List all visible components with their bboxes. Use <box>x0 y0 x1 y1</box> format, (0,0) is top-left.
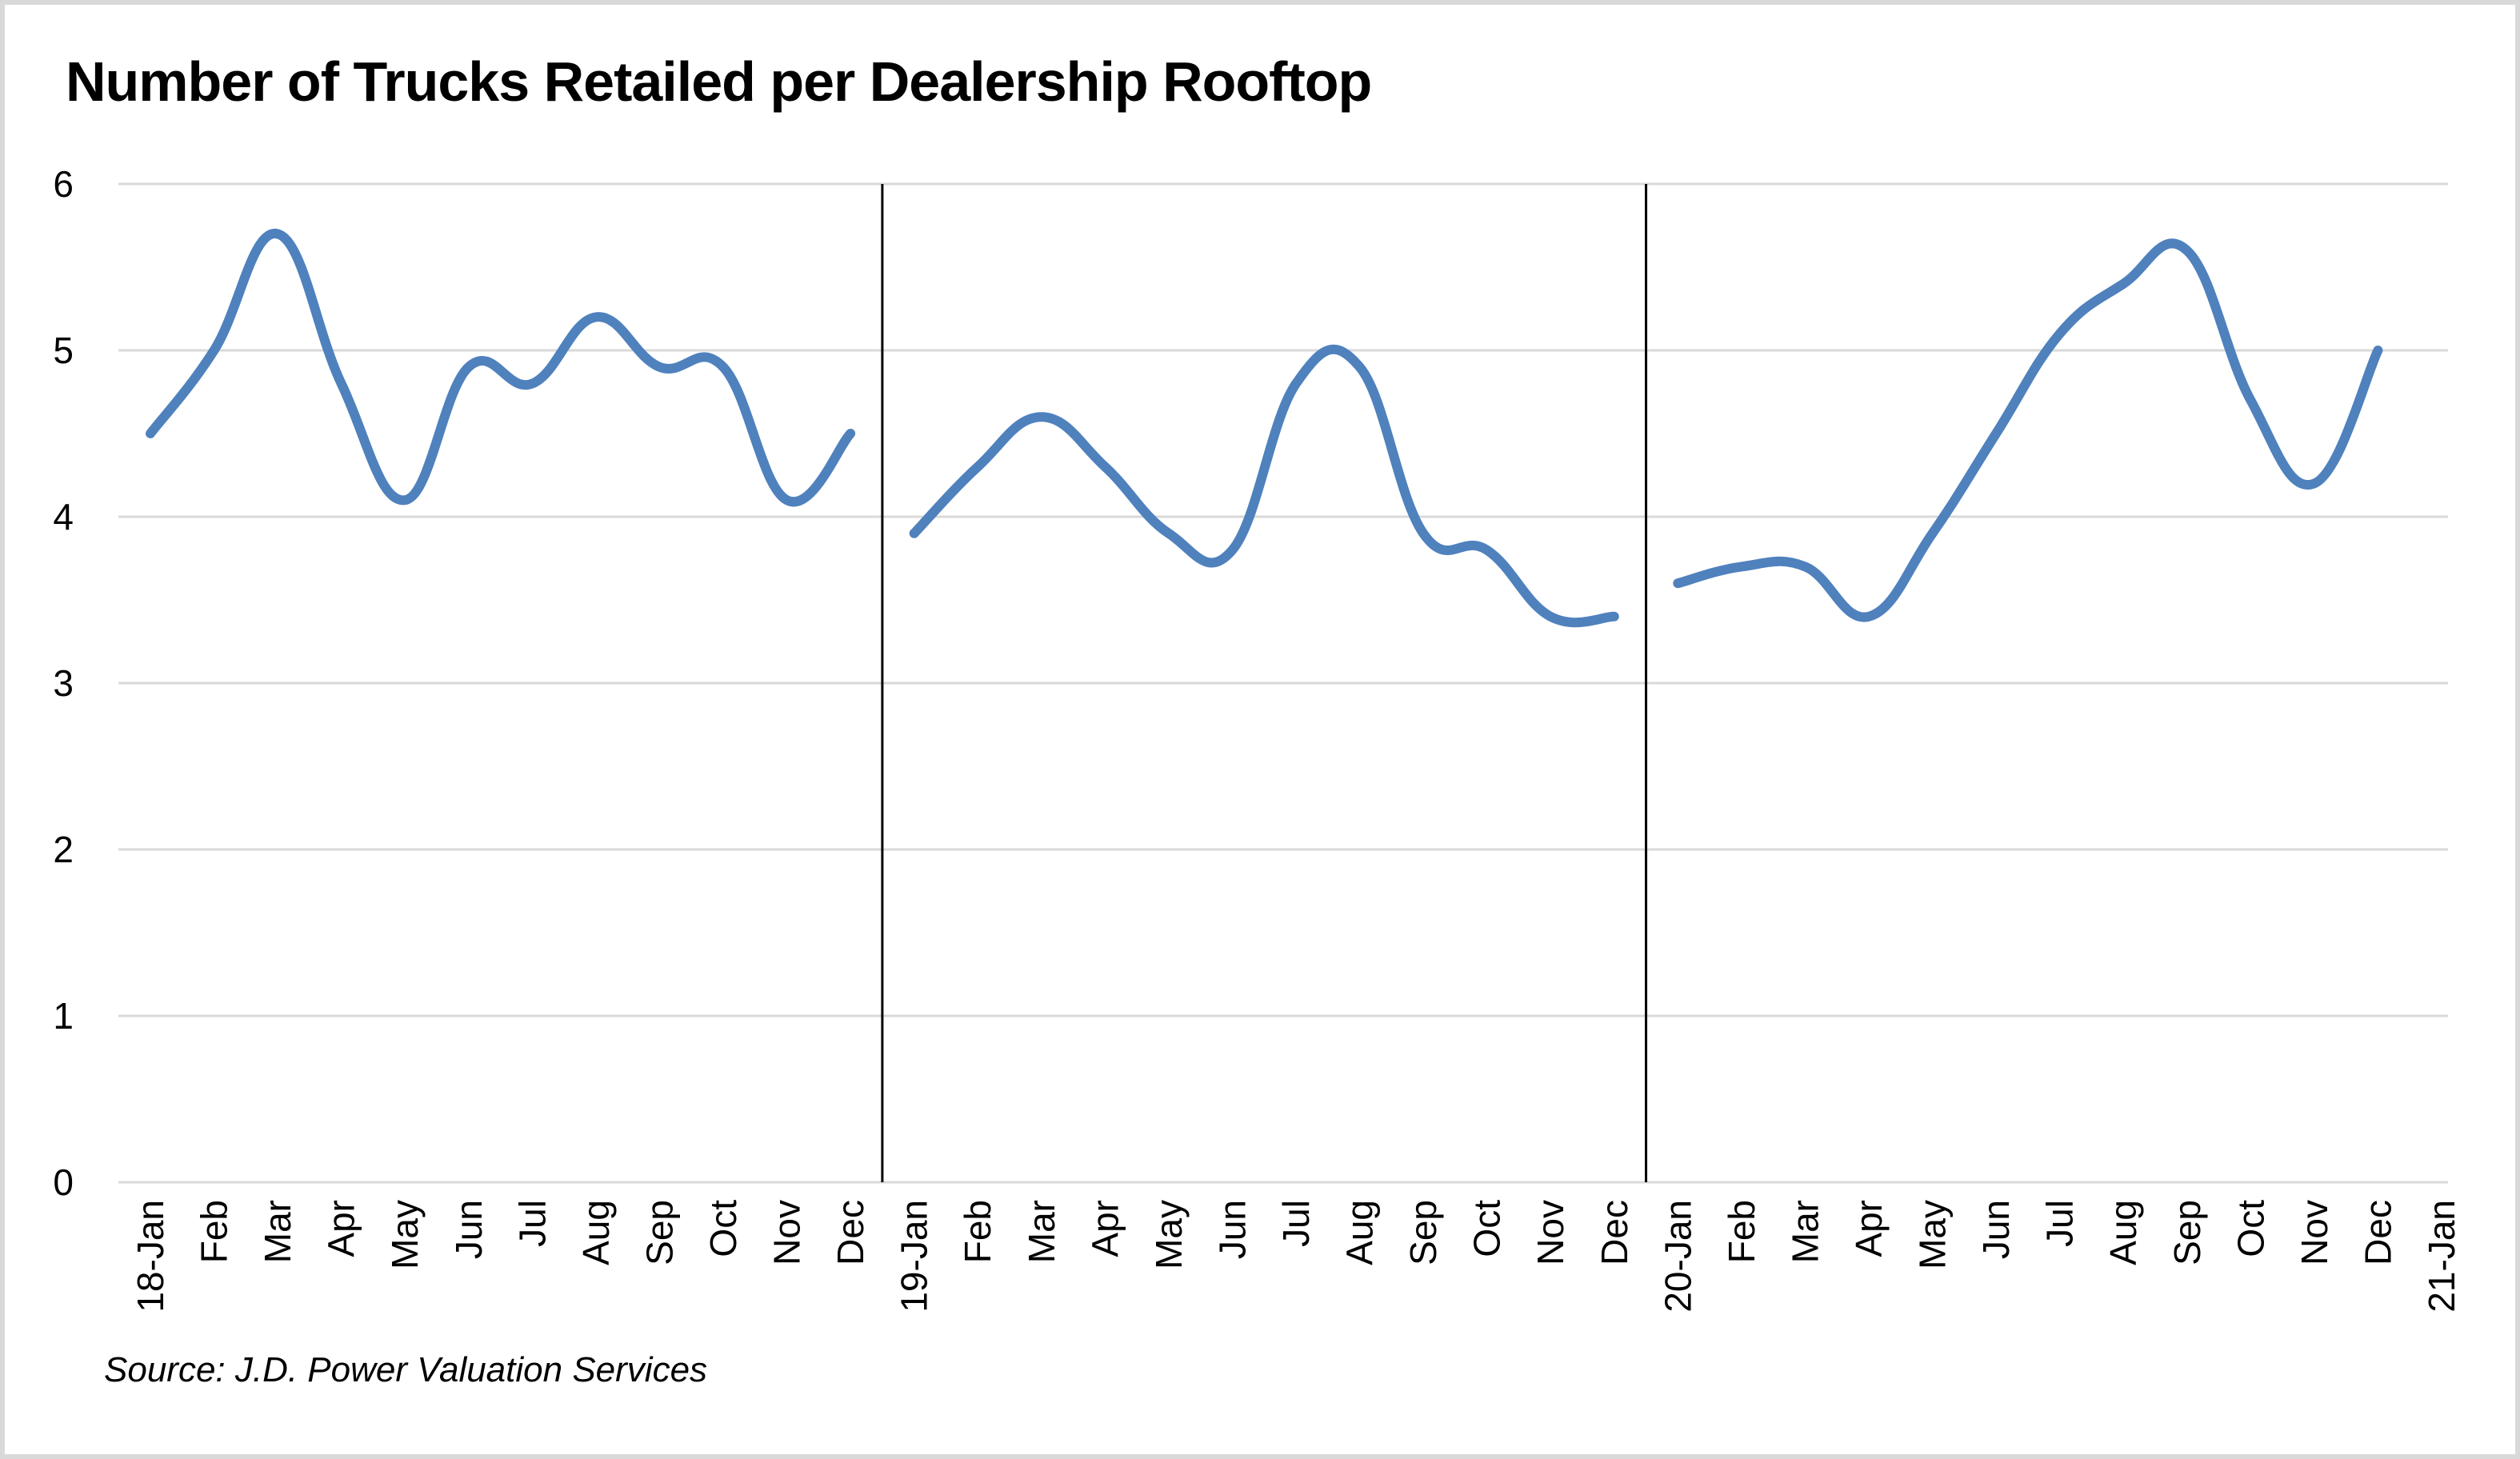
x-tick-label: Aug <box>575 1200 617 1265</box>
x-tick-label: Mar <box>257 1200 298 1263</box>
x-tick-label: Sep <box>2166 1200 2208 1265</box>
x-tick-label: Oct <box>702 1200 744 1257</box>
y-tick-label: 6 <box>53 163 74 205</box>
x-tick-label: Nov <box>766 1200 808 1265</box>
series-line-segment-3 <box>1673 238 2383 622</box>
y-tick-label: 4 <box>53 496 74 538</box>
x-tick-label: Oct <box>2230 1200 2271 1257</box>
x-tick-label: Apr <box>1848 1200 1890 1257</box>
x-tick-label: Jun <box>1975 1200 2017 1259</box>
x-tick-label: Mar <box>1784 1200 1826 1263</box>
x-tick-label: Mar <box>1021 1200 1062 1263</box>
x-tick-label: Apr <box>1084 1200 1126 1257</box>
x-tick-label: May <box>1148 1200 1190 1269</box>
x-tick-label: Jul <box>1275 1200 1317 1247</box>
series-line-segment-2 <box>909 344 1619 628</box>
x-tick-label: Jun <box>448 1200 490 1259</box>
x-tick-label: 20-Jan <box>1657 1200 1698 1313</box>
x-tick-label: May <box>1912 1200 1954 1269</box>
x-tick-label: Nov <box>2294 1200 2335 1265</box>
x-tick-label: Oct <box>1466 1200 1508 1257</box>
x-tick-label: Feb <box>957 1200 998 1263</box>
x-axis-ticks: 18-Jan Feb Mar Apr May Jun Jul Aug Sep Oct Nov Dec 1… <box>130 1200 2462 1313</box>
chart-frame <box>5 5 2515 1454</box>
y-tick-label: 0 <box>53 1161 74 1203</box>
x-tick-label: Jun <box>1211 1200 1253 1259</box>
x-tick-label: Feb <box>194 1200 235 1263</box>
x-tick-label: Dec <box>2357 1200 2398 1265</box>
x-tick-label: Aug <box>1339 1200 1381 1265</box>
chart-title: Number of Trucks Retailed per Dealership… <box>66 50 1372 113</box>
source-note: Source: J.D. Power Valuation Services <box>104 1350 708 1389</box>
year-dividers <box>881 184 1648 1182</box>
x-tick-label: Nov <box>1530 1200 1571 1265</box>
x-tick-label: 19-Jan <box>894 1200 935 1313</box>
gridlines <box>118 182 2448 1184</box>
x-tick-label: Dec <box>830 1200 871 1265</box>
x-tick-label: Dec <box>1594 1200 1635 1265</box>
x-tick-label: Jul <box>511 1200 553 1247</box>
y-axis-ticks: 0 1 2 3 4 5 6 <box>53 163 74 1203</box>
x-tick-label: May <box>384 1200 426 1269</box>
series-line-segment-1 <box>146 229 856 507</box>
x-tick-label: 21-Jan <box>2421 1200 2462 1313</box>
x-tick-label: 18-Jan <box>130 1200 171 1313</box>
x-tick-label: Apr <box>321 1200 362 1257</box>
x-tick-label: Feb <box>1721 1200 1762 1263</box>
x-tick-label: Jul <box>2039 1200 2081 1247</box>
x-tick-label: Sep <box>1402 1200 1444 1265</box>
series-lines <box>146 229 2383 628</box>
y-tick-label: 3 <box>53 662 74 704</box>
x-tick-label: Sep <box>638 1200 680 1265</box>
y-tick-label: 1 <box>53 995 74 1037</box>
y-tick-label: 2 <box>53 829 74 870</box>
y-tick-label: 5 <box>53 330 74 371</box>
x-tick-label: Aug <box>2102 1200 2144 1265</box>
